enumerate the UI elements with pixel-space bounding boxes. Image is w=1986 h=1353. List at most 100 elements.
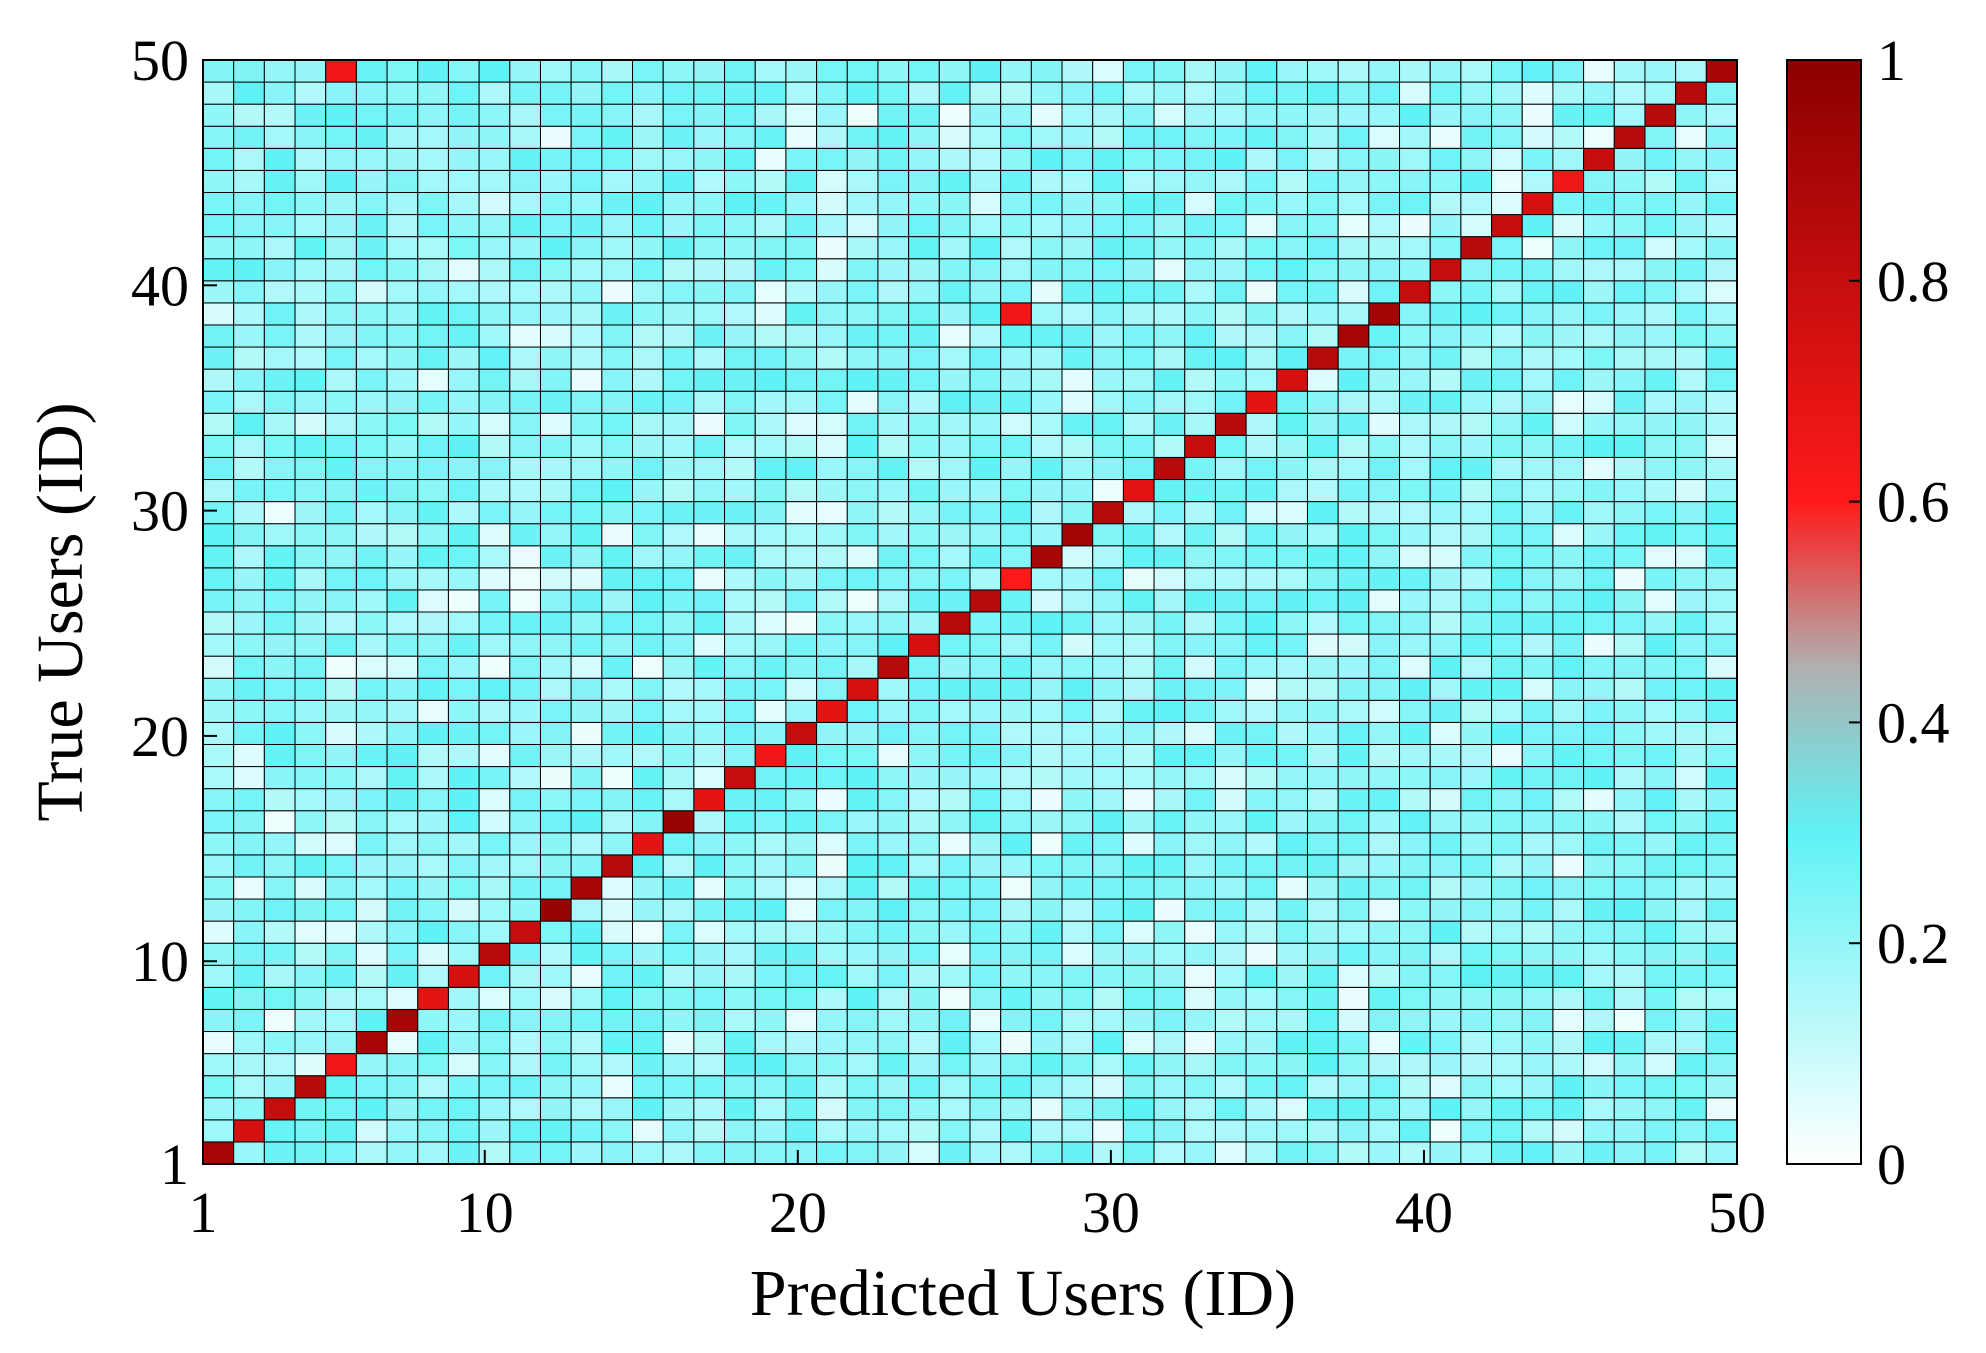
heatmap-cell-14-7 (386, 854, 419, 878)
heatmap-cell-7-28 (1030, 1008, 1063, 1033)
heatmap-cell-33-44 (1521, 434, 1554, 458)
heatmap-cell-17-31 (1122, 788, 1155, 812)
heatmap-cell-16-50 (1705, 810, 1738, 834)
heatmap-cell-10-18 (724, 942, 756, 966)
heatmap-cell-5-15 (632, 1053, 664, 1077)
heatmap-cell-11-22 (846, 920, 879, 944)
heatmap-cell-47-35 (1245, 125, 1278, 149)
heatmap-cell-38-16 (662, 324, 695, 348)
heatmap-cell-47-14 (601, 125, 634, 149)
heatmap-cell-34-34 (1214, 412, 1247, 436)
heatmap-cell-39-21 (816, 302, 848, 326)
heatmap-cell-24-41 (1429, 633, 1462, 657)
heatmap-cell-43-42 (1460, 214, 1493, 238)
heatmap-cell-19-37 (1306, 743, 1339, 768)
heatmap-cell-25-11 (509, 611, 541, 635)
heatmap-cell-9-43 (1491, 964, 1523, 988)
heatmap-cell-18-20 (785, 766, 818, 790)
heatmap-cell-19-7 (386, 743, 419, 768)
heatmap-cell-48-40 (1399, 103, 1431, 127)
x-tick-label: 20 (769, 1180, 827, 1245)
heatmap-cell-49-44 (1521, 81, 1554, 105)
heatmap-cell-19-26 (969, 743, 1002, 768)
heatmap-cell-29-29 (1061, 523, 1094, 547)
heatmap-cell-29-32 (1153, 523, 1186, 547)
heatmap-cell-35-35 (1245, 390, 1278, 414)
heatmap-cell-22-11 (509, 677, 541, 701)
heatmap-cell-47-16 (662, 125, 695, 149)
heatmap-cell-49-5 (325, 81, 357, 105)
heatmap-cell-31-41 (1429, 479, 1462, 503)
heatmap-cell-34-50 (1705, 412, 1738, 436)
heatmap-cell-33-33 (1184, 434, 1216, 458)
heatmap-cell-32-29 (1061, 456, 1094, 481)
heatmap-cell-38-28 (1030, 324, 1063, 348)
heatmap-cell-34-23 (877, 412, 910, 436)
heatmap-cell-33-47 (1613, 434, 1646, 458)
heatmap-cell-38-21 (816, 324, 848, 348)
heatmap-cell-12-1 (202, 898, 235, 922)
heatmap-cell-34-35 (1245, 412, 1278, 436)
heatmap-cell-25-3 (263, 611, 296, 635)
heatmap-cell-26-29 (1061, 589, 1094, 613)
heatmap-cell-19-29 (1061, 743, 1094, 768)
heatmap-cell-24-39 (1368, 633, 1401, 657)
heatmap-cell-40-30 (1092, 280, 1124, 304)
heatmap-cell-2-21 (816, 1119, 848, 1143)
heatmap-cell-9-21 (816, 964, 848, 988)
heatmap-cell-23-7 (386, 655, 419, 679)
heatmap-cell-48-8 (417, 103, 449, 127)
heatmap-cell-8-31 (1122, 986, 1155, 1010)
heatmap-cell-48-26 (969, 103, 1002, 127)
heatmap-cell-18-30 (1092, 766, 1124, 790)
heatmap-cell-24-26 (969, 633, 1002, 657)
heatmap-cell-42-40 (1399, 236, 1431, 260)
heatmap-cell-21-41 (1429, 699, 1462, 723)
heatmap-cell-11-25 (938, 920, 971, 944)
heatmap-cell-25-30 (1092, 611, 1124, 635)
heatmap-cell-22-17 (693, 677, 726, 701)
heatmap-cell-30-4 (294, 501, 327, 525)
heatmap-cell-38-23 (877, 324, 910, 348)
heatmap-cell-14-48 (1644, 854, 1677, 878)
heatmap-cell-48-29 (1061, 103, 1094, 127)
heatmap-cell-17-41 (1429, 788, 1462, 812)
heatmap-cell-46-34 (1214, 147, 1247, 171)
heatmap-cell-46-24 (908, 147, 940, 171)
heatmap-cell-30-21 (816, 501, 848, 525)
heatmap-cell-5-16 (662, 1053, 695, 1077)
heatmap-cell-45-26 (969, 169, 1002, 193)
heatmap-cell-46-1 (202, 147, 235, 171)
heatmap-cell-41-49 (1675, 258, 1707, 282)
heatmap-cell-9-24 (908, 964, 940, 988)
heatmap-cell-45-19 (754, 169, 787, 193)
heatmap-cell-28-24 (908, 545, 940, 569)
heatmap-cell-1-8 (417, 1141, 449, 1165)
heatmap-cell-49-38 (1337, 81, 1370, 105)
heatmap-cell-20-15 (632, 721, 664, 745)
heatmap-cell-5-27 (1000, 1053, 1032, 1077)
heatmap-cell-3-8 (417, 1097, 449, 1121)
heatmap-cell-25-7 (386, 611, 419, 635)
heatmap-cell-31-6 (355, 479, 388, 503)
heatmap-cell-35-22 (846, 390, 879, 414)
heatmap-cell-18-40 (1399, 766, 1431, 790)
heatmap-cell-14-25 (938, 854, 971, 878)
heatmap-cell-14-47 (1613, 854, 1646, 878)
heatmap-cell-33-27 (1000, 434, 1032, 458)
heatmap-cell-43-19 (754, 214, 787, 238)
heatmap-cell-23-19 (754, 655, 787, 679)
heatmap-cell-8-46 (1583, 986, 1615, 1010)
heatmap-cell-5-39 (1368, 1053, 1401, 1077)
heatmap-cell-39-5 (325, 302, 357, 326)
heatmap-cell-36-24 (908, 368, 940, 392)
heatmap-cell-34-26 (969, 412, 1002, 436)
heatmap-cell-33-10 (478, 434, 511, 458)
heatmap-cell-27-34 (1214, 567, 1247, 591)
heatmap-cell-20-33 (1184, 721, 1216, 745)
heatmap-cell-6-42 (1460, 1031, 1493, 1055)
heatmap-cell-37-25 (938, 346, 971, 370)
heatmap-cell-40-37 (1306, 280, 1339, 304)
heatmap-cell-33-31 (1122, 434, 1155, 458)
heatmap-cell-15-32 (1153, 832, 1186, 856)
